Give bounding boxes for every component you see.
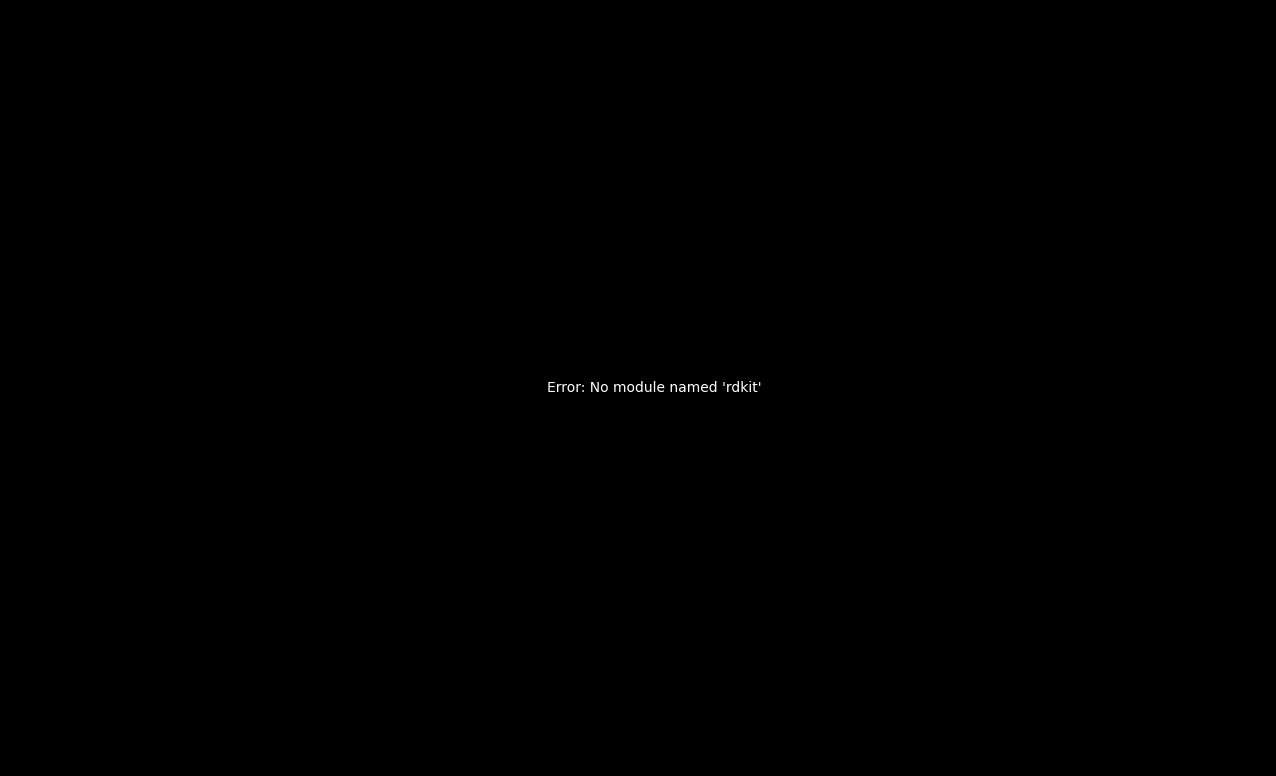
- Text: Error: No module named 'rdkit': Error: No module named 'rdkit': [546, 381, 762, 395]
